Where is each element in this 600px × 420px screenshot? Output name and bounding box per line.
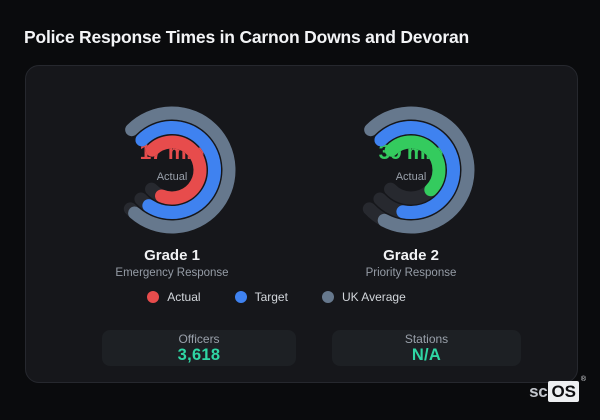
actual-dot-icon: [147, 291, 160, 303]
gauge-2-chart: 39 min Actual: [336, 95, 486, 245]
stations-label: Stations: [404, 332, 449, 346]
page-title: Police Response Times in Carnon Downs an…: [24, 27, 469, 47]
gauge-grade-1: 17 min Actual Grade 1 Emergency Response: [62, 95, 282, 279]
gauge-1-subtitle: Emergency Response: [115, 267, 229, 279]
gauge-1-title: Grade 1: [144, 247, 200, 264]
legend-label-uk-average: UK Average: [341, 290, 406, 304]
gauge-2-title: Grade 2: [383, 247, 439, 264]
gauge-2-center: 39 min Actual: [336, 87, 486, 237]
registered-mark-icon: ®: [580, 376, 586, 383]
dashboard-card: 17 min Actual Grade 1 Emergency Response…: [25, 65, 578, 383]
gauge-1-chart: 17 min Actual: [97, 95, 247, 245]
gauge-grade-2: 39 min Actual Grade 2 Priority Response: [301, 95, 521, 279]
legend: Actual Target UK Average: [1, 290, 552, 304]
stat-card-stations: Stations N/A: [332, 330, 521, 366]
gauge-1-value: 17 min: [139, 141, 205, 164]
legend-item-uk-average: UK Average: [321, 290, 406, 304]
stations-value: N/A: [411, 346, 442, 364]
gauge-2-value: 39 min: [378, 141, 444, 164]
legend-item-actual: Actual: [147, 290, 201, 304]
brand-suffix: OS: [548, 381, 579, 402]
officers-label: Officers: [178, 332, 220, 346]
uk-average-dot-icon: [321, 291, 334, 303]
gauge-2-subtitle: Priority Response: [365, 267, 457, 279]
officers-value: 3,618: [177, 346, 221, 364]
gauge-1-caption: Actual: [156, 171, 188, 183]
stat-card-officers: Officers 3,618: [102, 330, 296, 366]
legend-item-target: Target: [234, 290, 288, 304]
brand-prefix: sc: [529, 381, 548, 401]
gauge-1-center: 17 min Actual: [97, 87, 247, 237]
legend-label-actual: Actual: [167, 290, 201, 304]
brand-logo: sc OS ®: [529, 376, 586, 402]
legend-label-target: Target: [254, 290, 288, 304]
target-dot-icon: [234, 291, 247, 303]
gauge-2-caption: Actual: [395, 171, 427, 183]
